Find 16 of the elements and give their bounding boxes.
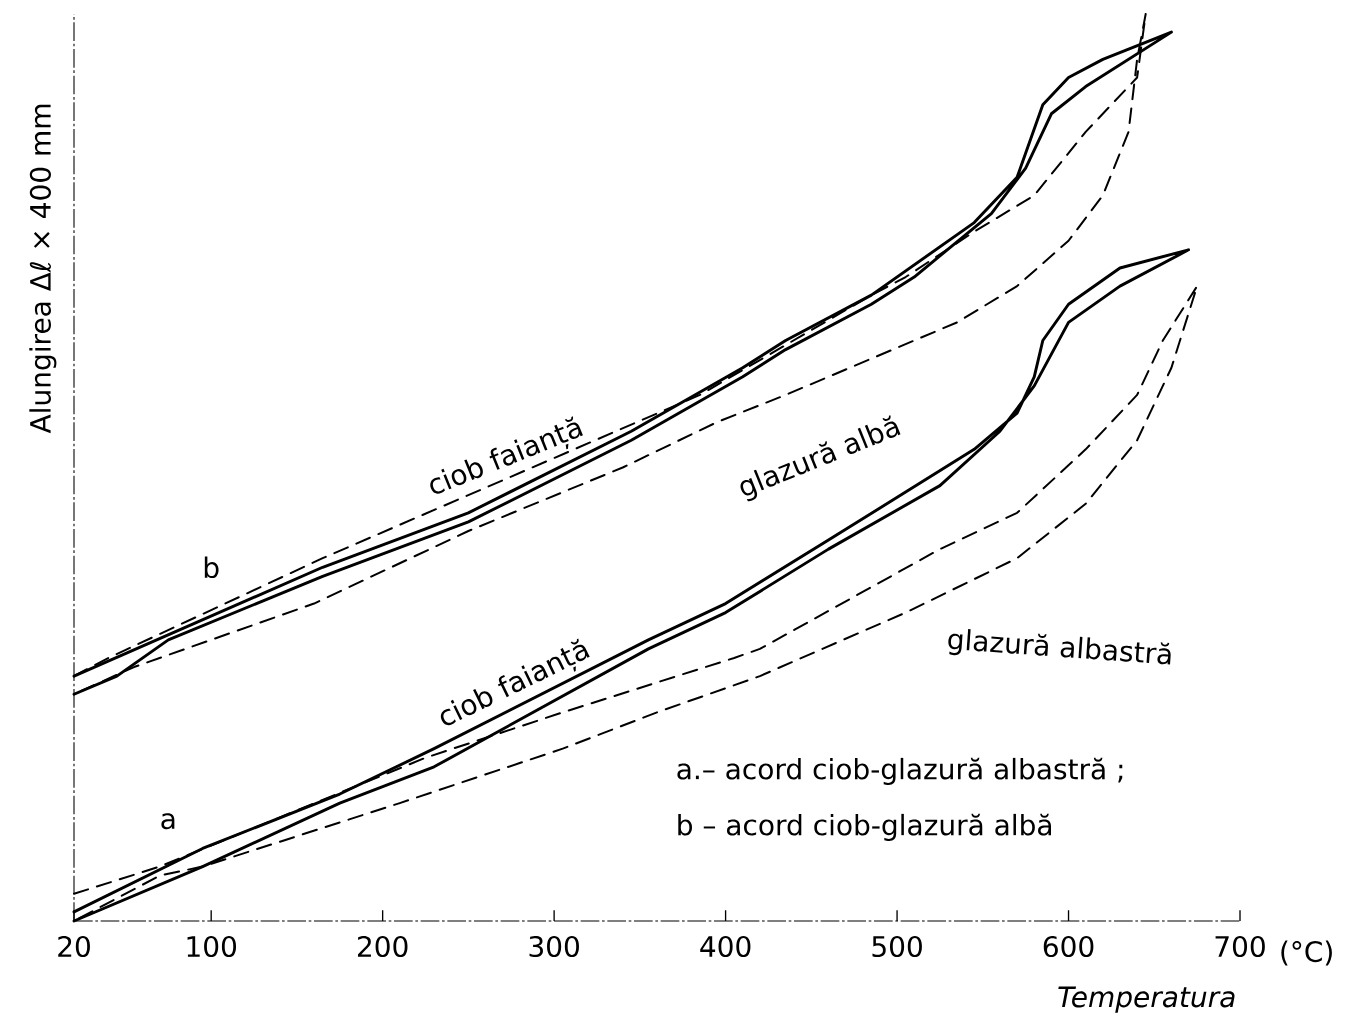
x-tick-label: 200 [357,935,408,958]
x-tick-label: 600 [1043,935,1094,958]
text: (°C) [1281,940,1332,966]
x-tick-label: 500 [872,935,922,958]
annotation: a.– acord ciob-glazură albastră ; [677,757,1123,785]
annotation: glazură albastră [948,628,1171,665]
x-tick-label: 100 [187,935,237,958]
y-axis-title: Alungirea Δℓ × 400 mm [29,104,57,434]
annotation: a [161,813,175,830]
x-tick-label: 300 [529,935,579,958]
annotation: b – acord ciob-glazură albă [678,813,1052,841]
annotation: b [204,556,219,579]
x-axis-title: Temperatura [1058,986,1235,1013]
x-tick-label: 700 [1215,935,1265,958]
x-tick-label: 20 [58,935,90,958]
x-tick-label: 400 [700,935,751,958]
